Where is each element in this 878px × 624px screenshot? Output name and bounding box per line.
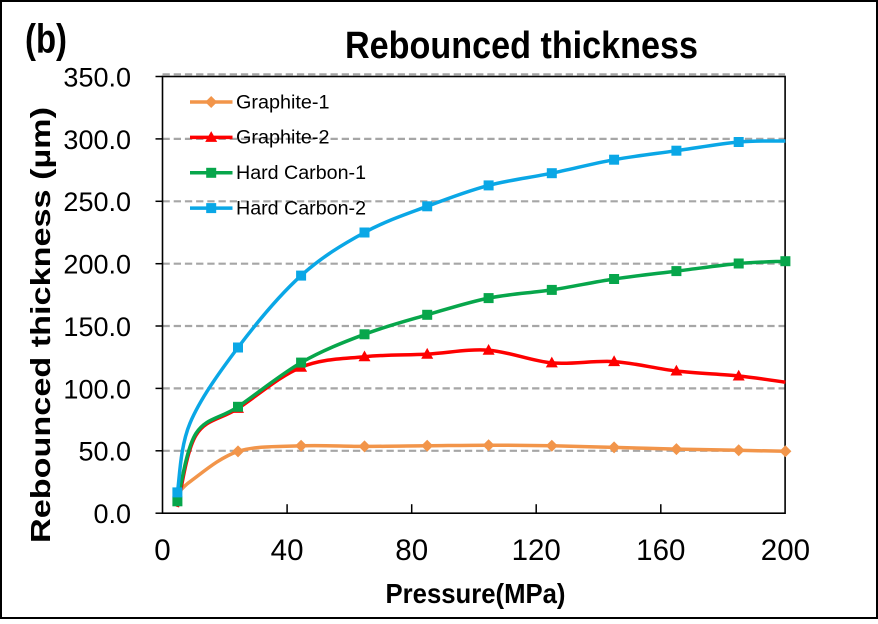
svg-text:Graphite-1: Graphite-1 bbox=[236, 92, 330, 113]
svg-text:300.0: 300.0 bbox=[63, 125, 131, 155]
svg-text:150.0: 150.0 bbox=[63, 312, 131, 342]
svg-text:250.0: 250.0 bbox=[63, 187, 131, 217]
svg-text:80: 80 bbox=[395, 534, 428, 567]
svg-text:160: 160 bbox=[636, 534, 685, 567]
svg-text:350.0: 350.0 bbox=[63, 62, 131, 92]
svg-text:Pressure(MPa): Pressure(MPa) bbox=[386, 578, 566, 609]
svg-text:(b): (b) bbox=[25, 16, 67, 62]
svg-text:120: 120 bbox=[512, 534, 561, 567]
svg-text:Graphite-2: Graphite-2 bbox=[236, 128, 330, 149]
svg-text:0: 0 bbox=[154, 534, 170, 567]
svg-text:50.0: 50.0 bbox=[78, 437, 131, 467]
svg-text:200: 200 bbox=[761, 534, 810, 567]
svg-text:200.0: 200.0 bbox=[63, 250, 131, 280]
svg-text:Hard Carbon-1: Hard Carbon-1 bbox=[236, 163, 366, 184]
svg-text:100.0: 100.0 bbox=[63, 374, 131, 404]
svg-text:Rebounced thickness (µm): Rebounced thickness (µm) bbox=[25, 107, 56, 543]
svg-text:0.0: 0.0 bbox=[93, 499, 131, 529]
svg-text:Rebounced thickness: Rebounced thickness bbox=[345, 25, 698, 67]
svg-text:40: 40 bbox=[271, 534, 304, 567]
svg-text:Hard Carbon-2: Hard Carbon-2 bbox=[236, 198, 366, 219]
